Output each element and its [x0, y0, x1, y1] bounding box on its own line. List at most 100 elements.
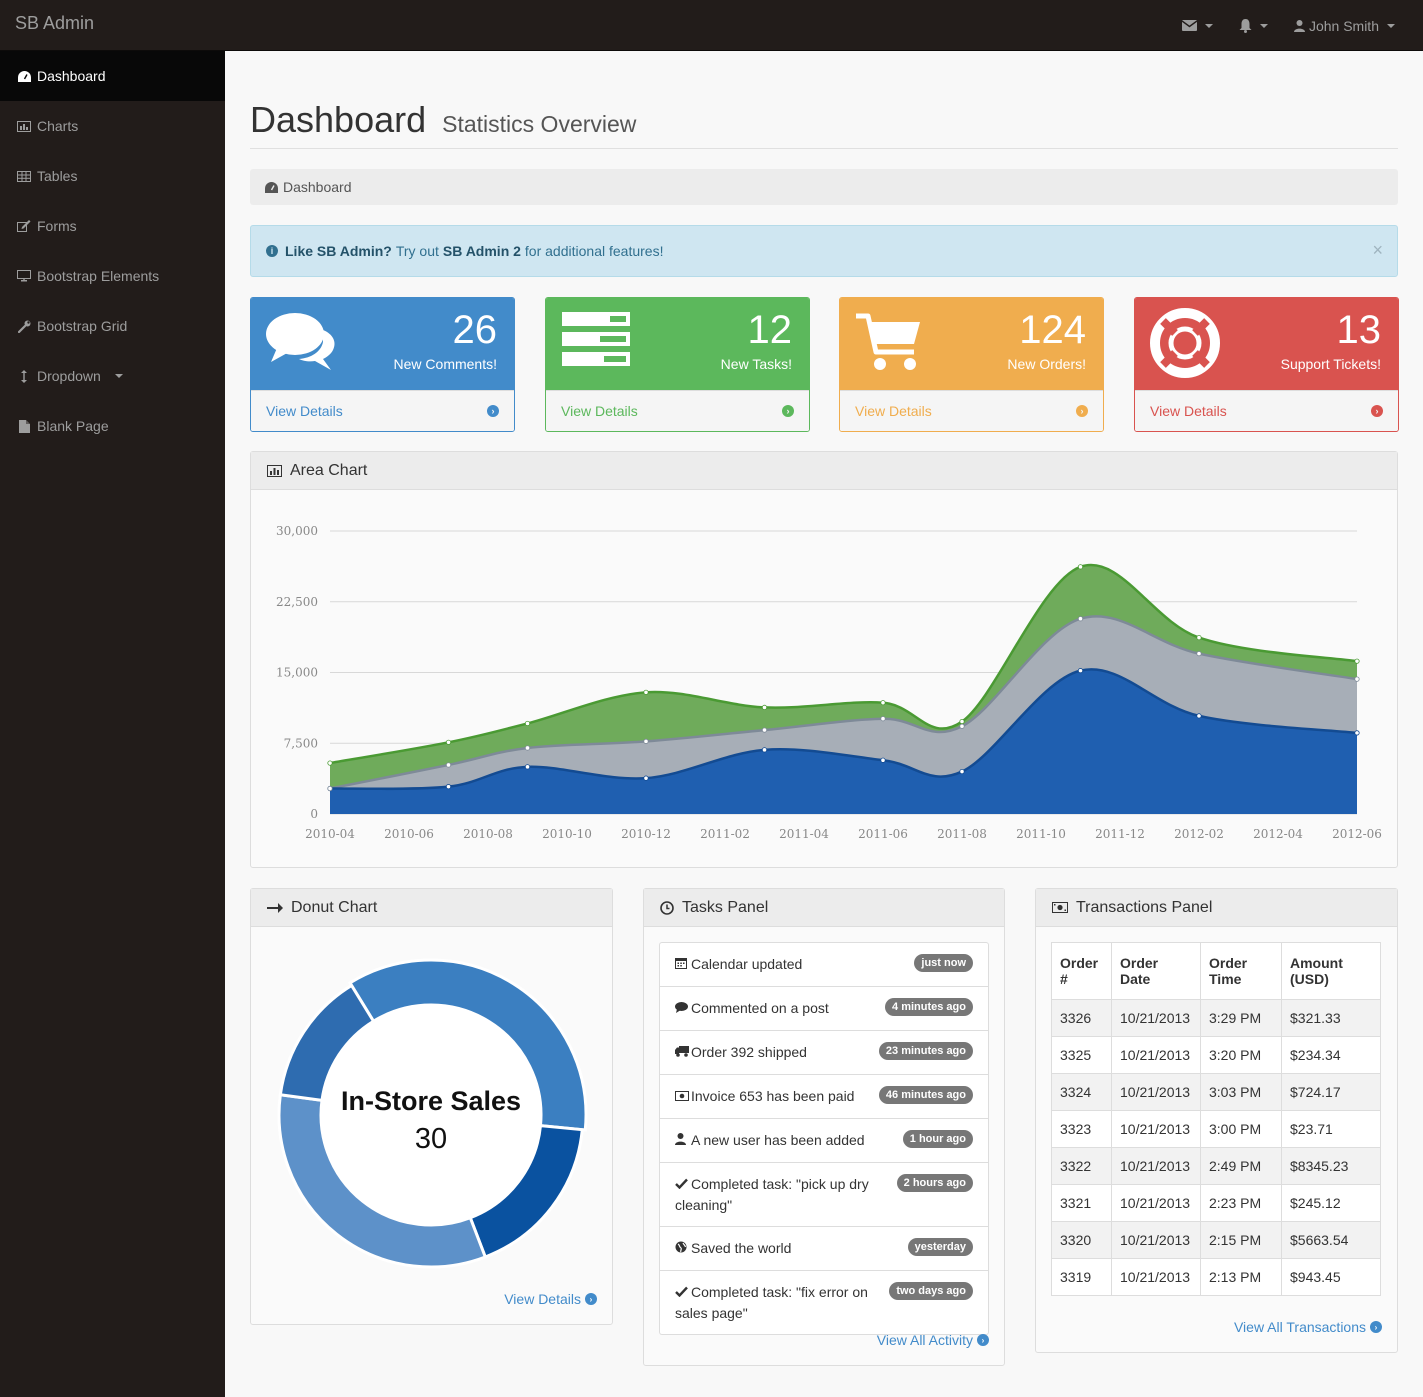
alert-product-link[interactable]: SB Admin 2	[442, 243, 521, 259]
donut-view-details-link[interactable]: View Details ›	[504, 1291, 597, 1307]
table-row[interactable]: 3325 10/21/2013 3:20 PM $234.34	[1051, 1036, 1381, 1074]
data-point[interactable]	[445, 739, 452, 745]
page-title: Dashboard Statistics Overview	[250, 99, 637, 140]
data-point[interactable]	[959, 723, 965, 729]
sidebar-item-dashboard[interactable]: Dashboard	[0, 51, 225, 101]
brand-title[interactable]: SB Admin	[15, 13, 95, 33]
messages-dropdown[interactable]	[1181, 20, 1213, 31]
comment-icon	[675, 999, 691, 1019]
column-header[interactable]: Order Time	[1200, 942, 1282, 1000]
table-cell: 3:20 PM	[1200, 1036, 1282, 1074]
data-point[interactable]	[327, 785, 333, 792]
chevron-down-icon	[1204, 23, 1213, 28]
view-all-transactions-link[interactable]: View All Transactions ›	[1234, 1319, 1382, 1335]
column-header[interactable]: Order #	[1051, 942, 1112, 1000]
list-item[interactable]: Completed task: "fix error on sales page…	[659, 1271, 989, 1335]
data-point[interactable]	[1196, 651, 1202, 657]
sidebar-item-dropdown[interactable]: Dropdown	[0, 351, 225, 401]
table-row[interactable]: 3321 10/21/2013 2:23 PM $245.12	[1051, 1184, 1381, 1222]
table-row[interactable]: 3320 10/21/2013 2:15 PM $5663.54	[1051, 1221, 1381, 1259]
list-item[interactable]: Calendar updated just now	[659, 942, 989, 987]
column-header[interactable]: Amount (USD)	[1281, 942, 1381, 1000]
data-point[interactable]	[1077, 616, 1084, 622]
user-dropdown[interactable]: John Smith	[1293, 18, 1395, 34]
list-item[interactable]: Invoice 653 has been paid 46 minutes ago	[659, 1075, 989, 1119]
table-cell: $23.71	[1281, 1110, 1381, 1148]
data-point[interactable]	[1354, 676, 1360, 682]
comments-icon	[266, 313, 335, 370]
donut-slice[interactable]	[347, 958, 588, 1132]
data-point[interactable]	[880, 716, 886, 722]
panel-title: Area Chart	[290, 461, 368, 479]
time-badge: 4 minutes ago	[885, 998, 973, 1016]
user-icon	[675, 1131, 691, 1151]
data-point[interactable]	[1354, 730, 1360, 736]
area-series-0	[330, 669, 1357, 814]
list-item[interactable]: Completed task: "pick up dry cleaning" 2 …	[659, 1163, 989, 1227]
data-point[interactable]	[643, 738, 649, 744]
task-text: A new user has been added	[691, 1132, 865, 1148]
dashboard-icon	[17, 70, 31, 82]
data-point[interactable]	[880, 757, 886, 763]
data-point[interactable]	[643, 775, 649, 781]
check-icon	[675, 1283, 691, 1303]
sidebar-item-forms[interactable]: Forms	[0, 201, 225, 251]
alerts-dropdown[interactable]	[1239, 18, 1268, 33]
breadcrumb-item[interactable]: Dashboard	[283, 179, 352, 195]
sidebar-item-bootstrap-grid[interactable]: Bootstrap Grid	[0, 301, 225, 351]
table-cell: 2:15 PM	[1200, 1221, 1282, 1259]
list-item[interactable]: Order 392 shipped 23 minutes ago	[659, 1031, 989, 1075]
stat-card-header: 26 New Comments!	[251, 298, 514, 390]
list-item[interactable]: Commented on a post 4 minutes ago	[659, 987, 989, 1031]
table-cell: 10/21/2013	[1111, 1258, 1201, 1296]
data-point[interactable]	[1354, 658, 1360, 664]
data-point[interactable]	[327, 760, 333, 766]
table-row[interactable]: 3322 10/21/2013 2:49 PM $8345.23	[1051, 1147, 1381, 1185]
data-point[interactable]	[1077, 668, 1084, 674]
view-details-link[interactable]: View Details ›	[840, 390, 1103, 431]
stat-number: 12	[747, 308, 793, 352]
view-details-link[interactable]: View Details ›	[251, 390, 514, 431]
table-row[interactable]: 3326 10/21/2013 3:29 PM $321.33	[1051, 999, 1381, 1037]
data-point[interactable]	[1077, 564, 1084, 570]
sidebar-item-bootstrap-elements[interactable]: Bootstrap Elements	[0, 251, 225, 301]
bar-chart-icon	[267, 464, 282, 477]
data-point[interactable]	[761, 747, 768, 753]
data-point[interactable]	[524, 745, 531, 751]
sidebar-item-blank-page[interactable]: Blank Page	[0, 401, 225, 451]
data-point[interactable]	[643, 689, 649, 695]
sidebar-item-charts[interactable]: Charts	[0, 101, 225, 151]
long-arrow-right-icon	[267, 902, 283, 913]
table-row[interactable]: 3319 10/21/2013 2:13 PM $943.45	[1051, 1258, 1381, 1296]
panel-title: Transactions Panel	[1076, 898, 1213, 916]
data-point[interactable]	[445, 762, 452, 768]
shopping-cart-icon	[856, 313, 920, 370]
close-icon[interactable]: ×	[1372, 240, 1383, 260]
sidebar-item-tables[interactable]: Tables	[0, 151, 225, 201]
data-point[interactable]	[959, 768, 965, 775]
data-point[interactable]	[1196, 634, 1202, 641]
data-point[interactable]	[880, 700, 886, 706]
data-point[interactable]	[445, 784, 452, 790]
data-point[interactable]	[524, 764, 531, 770]
x-tick-label: 2011-08	[937, 827, 987, 841]
data-point[interactable]	[761, 727, 768, 733]
data-point[interactable]	[959, 718, 965, 725]
list-item[interactable]: Saved the world yesterday	[659, 1227, 989, 1271]
donut-slice[interactable]	[278, 983, 376, 1103]
data-point[interactable]	[524, 720, 531, 727]
view-details-link[interactable]: View Details ›	[546, 390, 809, 431]
view-details-label: View Details	[266, 403, 343, 419]
table-row[interactable]: 3324 10/21/2013 3:03 PM $724.17	[1051, 1073, 1381, 1111]
table-row[interactable]: 3323 10/21/2013 3:00 PM $23.71	[1051, 1110, 1381, 1148]
main-content: Dashboard Statistics Overview Dashboard …	[225, 51, 1423, 1397]
column-header[interactable]: Order Date	[1111, 942, 1201, 1000]
stat-card-support: 13 Support Tickets! View Details ›	[1134, 297, 1399, 432]
panel-heading: Donut Chart	[251, 889, 612, 927]
view-all-activity-link[interactable]: View All Activity ›	[877, 1332, 989, 1348]
sidebar: Dashboard Charts Tables Forms Bootstrap …	[0, 51, 225, 1397]
data-point[interactable]	[1196, 713, 1202, 719]
list-item[interactable]: A new user has been added 1 hour ago	[659, 1119, 989, 1163]
data-point[interactable]	[761, 704, 768, 711]
view-details-link[interactable]: View Details ›	[1135, 390, 1398, 431]
